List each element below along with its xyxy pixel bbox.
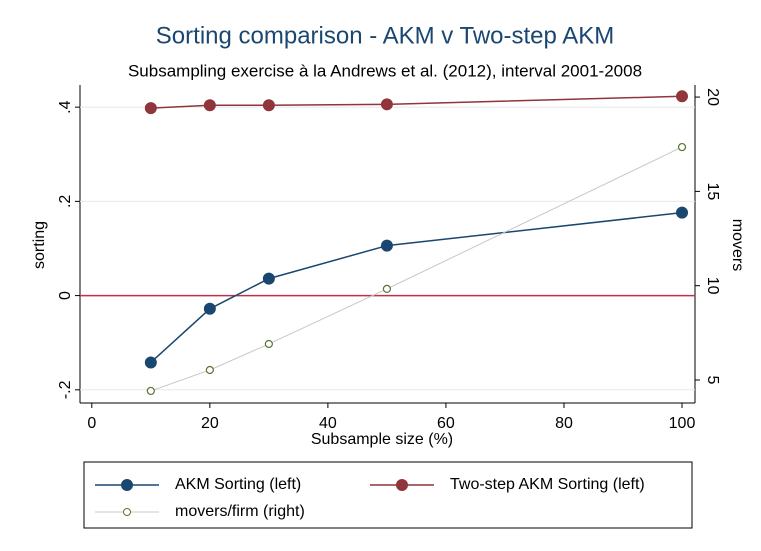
- chart-subtitle: Subsampling exercise à la Andrews et al.…: [128, 61, 642, 80]
- legend-label: movers/firm (right): [175, 503, 305, 520]
- y2-axis-title: movers: [729, 219, 746, 271]
- legend-marker: [123, 508, 131, 516]
- data-point: [144, 356, 157, 369]
- data-point: [676, 206, 689, 219]
- x-axis-title: Subsample size (%): [311, 431, 453, 448]
- data-point: [380, 98, 393, 111]
- data-point: [262, 272, 275, 285]
- data-point: [264, 339, 273, 349]
- x-tick-label: 20: [201, 415, 219, 432]
- data-point: [146, 386, 155, 396]
- chart-title: Sorting comparison - AKM v Two-step AKM: [156, 22, 614, 49]
- x-tick-label: 80: [555, 415, 573, 432]
- data-point: [205, 365, 214, 375]
- y-tick-label: .4: [57, 100, 74, 113]
- x-tick-label: 0: [87, 415, 96, 432]
- x-tick-label: 60: [437, 415, 455, 432]
- y2-tick-label: 15: [704, 182, 721, 200]
- legend-marker: [396, 479, 408, 491]
- data-point: [203, 302, 216, 315]
- data-point: [380, 239, 393, 252]
- legend: [83, 461, 693, 529]
- y-tick-label: -.2: [57, 380, 74, 399]
- legend-label: AKM Sorting (left): [175, 476, 301, 493]
- y-tick-label: 0: [57, 291, 74, 300]
- y2-tick-label: 20: [704, 88, 721, 106]
- legend-marker: [121, 479, 133, 491]
- data-point: [676, 90, 689, 103]
- y-tick-label: .2: [57, 195, 74, 208]
- data-point: [262, 99, 275, 112]
- y2-tick-label: 10: [704, 277, 721, 295]
- x-tick-label: 40: [319, 415, 337, 432]
- y2-tick-label: 5: [704, 376, 721, 385]
- y-axis-title: sorting: [31, 221, 48, 269]
- data-point: [203, 99, 216, 112]
- data-point: [144, 102, 157, 115]
- legend-label: Two-step AKM Sorting (left): [450, 476, 645, 493]
- data-point: [677, 142, 687, 152]
- x-tick-label: 100: [669, 415, 696, 432]
- data-point: [382, 284, 392, 293]
